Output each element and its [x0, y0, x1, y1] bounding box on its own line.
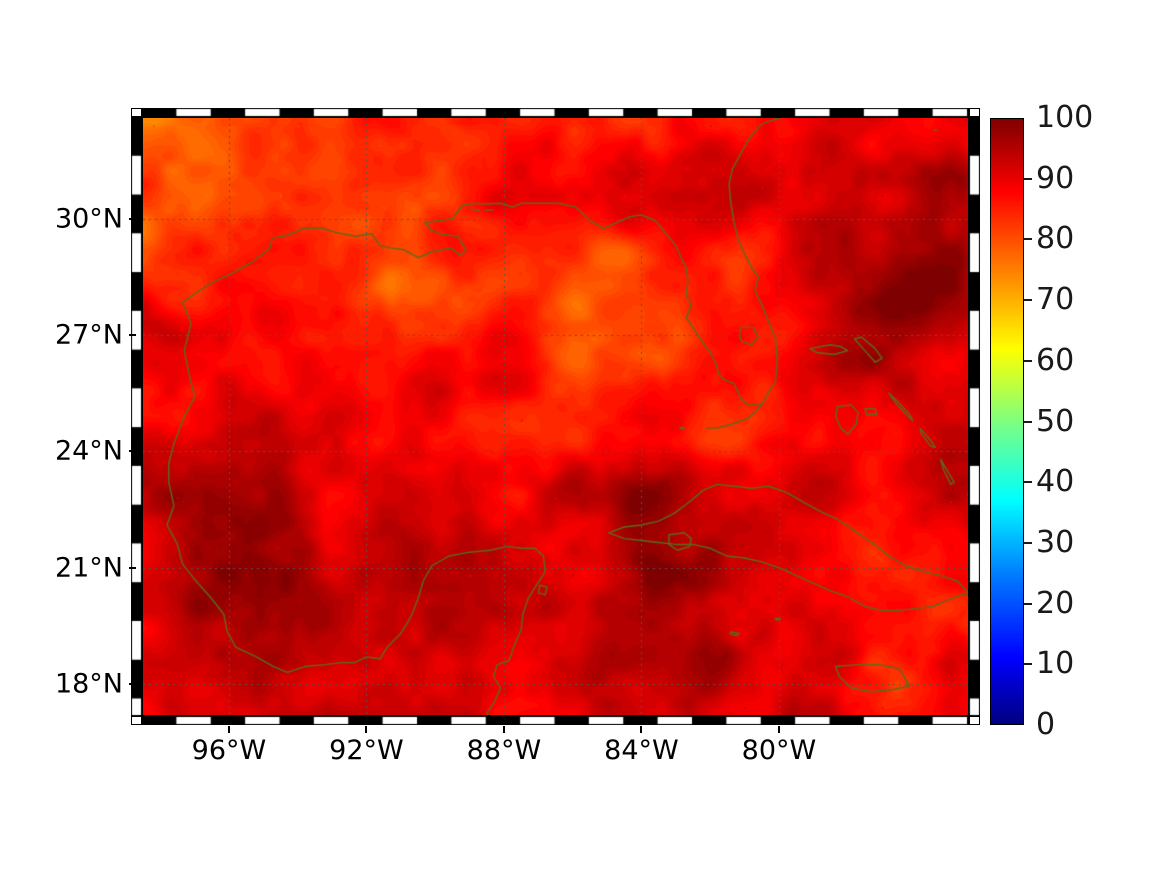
colorbar-tick-mark: [1024, 299, 1032, 302]
x-tick-mark: [227, 726, 230, 733]
colorbar-tick-label: 90: [1036, 160, 1075, 196]
y-axis-label: 18°N: [54, 668, 123, 700]
frame-checkerboard-left: [131, 117, 142, 716]
frame-checkerboard-top: [142, 108, 969, 117]
y-tick-mark: [129, 334, 136, 337]
y-tick-mark: [129, 217, 136, 220]
x-tick-mark: [502, 726, 505, 733]
colorbar-tick-label: 10: [1036, 646, 1075, 682]
y-axis-label: 30°N: [54, 203, 123, 235]
x-axis-label: 92°W: [329, 735, 404, 766]
x-tick-mark: [777, 726, 780, 733]
colorbar-tick-mark: [1024, 541, 1032, 544]
colorbar-tick-label: 40: [1036, 464, 1075, 500]
y-axis-label: 21°N: [54, 552, 123, 584]
frame-checkerboard-bottom: [142, 716, 969, 725]
colorbar-tick-mark: [1024, 177, 1032, 180]
y-tick-mark: [129, 450, 136, 453]
frame-corner-top-left: [131, 108, 142, 117]
y-axis-label: 27°N: [54, 319, 123, 351]
colorbar-tick-label: 50: [1036, 403, 1075, 439]
colorbar-tick-mark: [1024, 481, 1032, 484]
x-tick-mark: [640, 726, 643, 733]
colorbar-gradient: [990, 118, 1024, 725]
frame-corner-bottom-right: [969, 716, 980, 725]
colorbar: [990, 118, 1024, 725]
colorbar-tick-mark: [1024, 602, 1032, 605]
map-field-canvas: [143, 118, 968, 715]
map-plot: [131, 108, 980, 729]
y-axis-label: 24°N: [54, 435, 123, 467]
y-tick-mark: [129, 682, 136, 685]
colorbar-tick-label: 0: [1036, 707, 1056, 742]
x-axis-label: 80°W: [741, 735, 817, 766]
colorbar-tick-mark: [1024, 238, 1032, 241]
colorbar-tick-mark: [1024, 359, 1032, 362]
colorbar-tick-label: 60: [1036, 342, 1075, 378]
x-axis-label: 84°W: [604, 735, 679, 766]
colorbar-tick-mark: [1024, 420, 1032, 423]
frame-corner-bottom-left: [131, 716, 142, 725]
x-axis-label: 96°W: [191, 735, 267, 766]
colorbar-tick-label: 30: [1036, 524, 1075, 560]
colorbar-tick-label: 20: [1036, 585, 1075, 621]
x-axis-label: 88°W: [466, 735, 542, 766]
y-tick-mark: [129, 566, 136, 569]
x-tick-mark: [365, 726, 368, 733]
colorbar-tick-label: 100: [1036, 100, 1094, 135]
frame-checkerboard-right: [969, 117, 980, 716]
colorbar-tick-label: 70: [1036, 282, 1075, 318]
colorbar-tick-label: 80: [1036, 221, 1075, 257]
frame-corner-top-right: [969, 108, 980, 117]
colorbar-tick-mark: [1024, 663, 1032, 666]
